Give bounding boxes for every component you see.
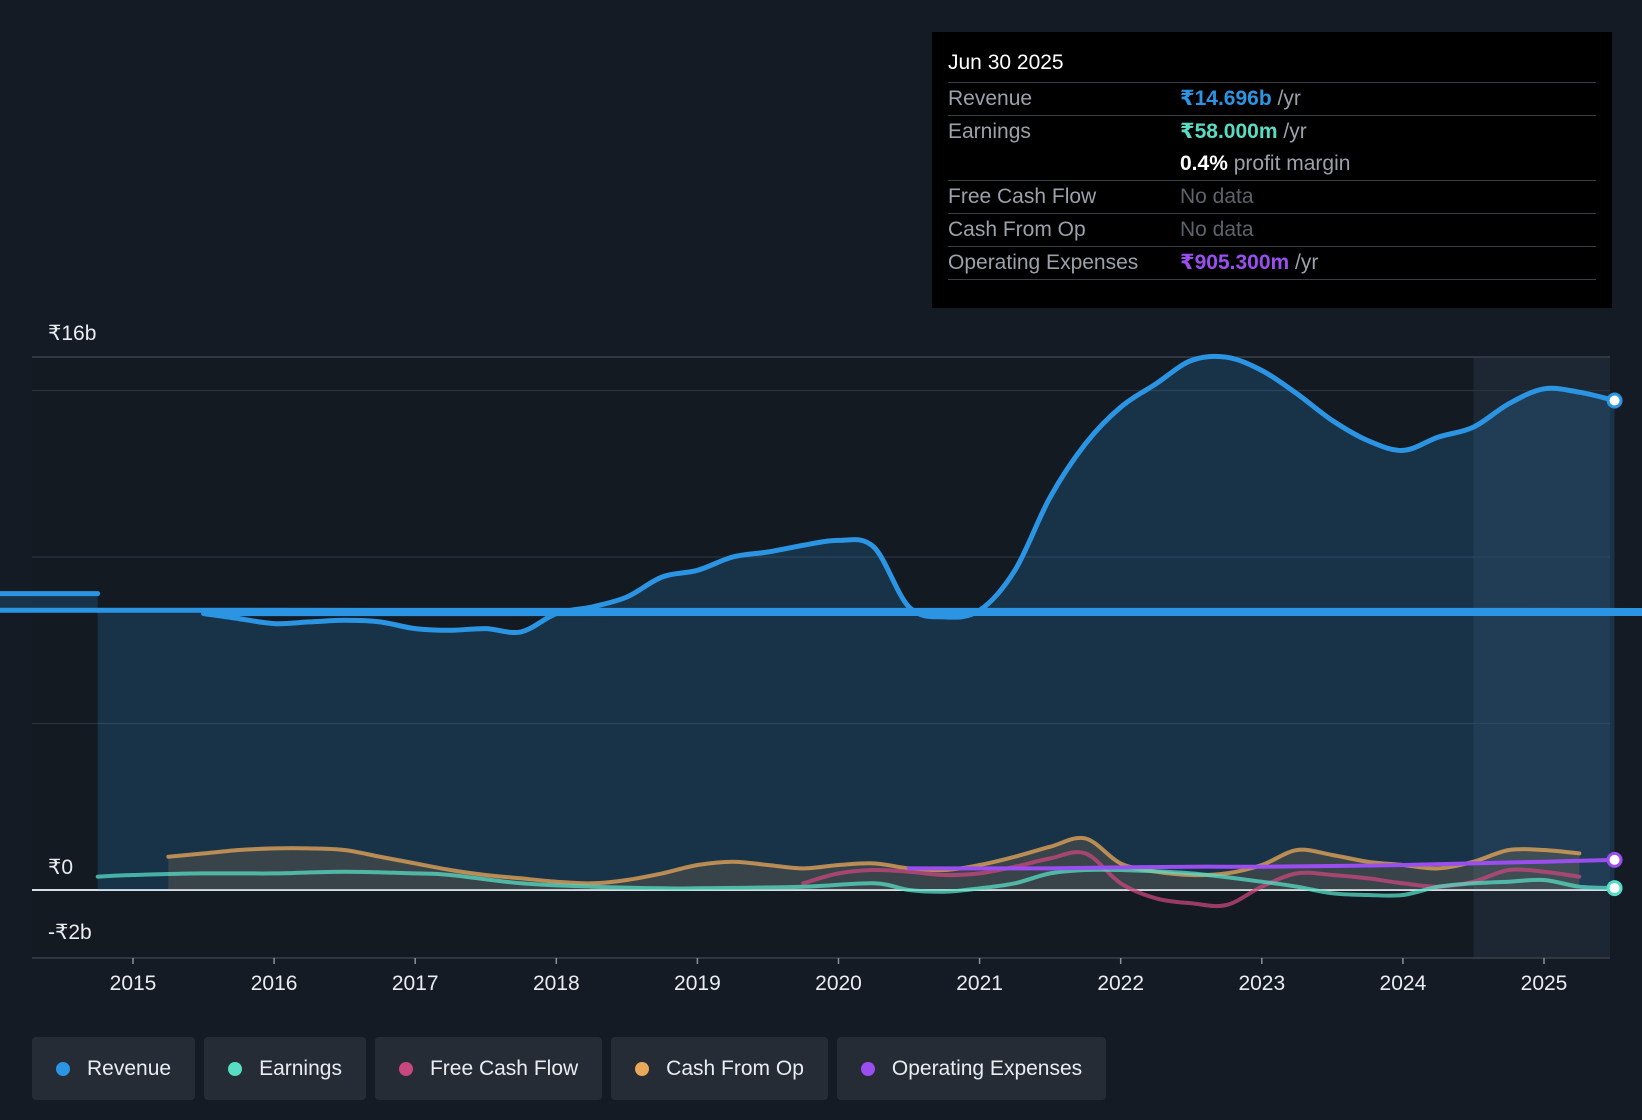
legend-label: Cash From Op <box>666 1056 804 1080</box>
legend-dot-icon <box>398 1061 413 1076</box>
legend-label: Revenue <box>87 1056 172 1080</box>
legend-item-operating-expenses[interactable]: Operating Expenses <box>836 1037 1107 1100</box>
tooltip-label: Earnings <box>948 120 1031 143</box>
cash-from-op-line <box>166 835 1582 886</box>
x-tick-label: 2018 <box>533 972 580 995</box>
x-tick-label: 2020 <box>815 972 862 995</box>
recent-period-shade <box>1473 357 1610 958</box>
tooltip-row-revenue: Revenue ₹14.696b /yr <box>948 83 1596 116</box>
y-tick-label: ₹16b <box>48 322 96 345</box>
x-tick-label: 2025 <box>1521 972 1568 995</box>
x-tick-label: 2021 <box>956 972 1003 995</box>
tooltip-label: Cash From Op <box>948 218 1086 241</box>
legend-item-free-cash-flow[interactable]: Free Cash Flow <box>374 1037 603 1100</box>
x-tick-label: 2023 <box>1238 972 1285 995</box>
tooltip-unit: /yr <box>1283 120 1307 143</box>
hover-tooltip: Jun 30 2025 Revenue ₹14.696b /yr Earning… <box>932 32 1612 308</box>
tooltip-label: Operating Expenses <box>948 251 1139 274</box>
legend-label: Operating Expenses <box>891 1056 1083 1080</box>
legend-item-earnings[interactable]: Earnings <box>204 1037 366 1100</box>
operating-expenses-line <box>907 857 1617 871</box>
operating-expenses-end-marker <box>1606 851 1623 868</box>
y-tick-label: ₹0 <box>48 856 73 879</box>
earnings-end-marker <box>1606 880 1623 897</box>
x-tick-label: 2024 <box>1380 972 1427 995</box>
legend: Revenue Earnings Free Cash Flow Cash Fro… <box>32 1037 1107 1100</box>
tooltip-row-opex: Operating Expenses ₹905.300m /yr <box>948 247 1596 280</box>
tooltip-date: Jun 30 2025 <box>948 46 1596 83</box>
legend-label: Free Cash Flow <box>429 1056 579 1080</box>
tooltip-row-cfo: Cash From Op No data <box>948 214 1596 247</box>
tooltip-row-fcf: Free Cash Flow No data <box>948 181 1596 214</box>
tooltip-value: 0.4% <box>1180 152 1228 175</box>
tooltip-row-margin: 0.4% profit margin <box>948 148 1596 181</box>
tooltip-label: Revenue <box>948 87 1033 110</box>
tooltip-value: No data <box>1180 185 1254 208</box>
tooltip-unit: /yr <box>1295 251 1319 274</box>
legend-dot-icon <box>860 1061 875 1076</box>
earnings-line <box>95 867 1617 898</box>
tooltip-unit: profit margin <box>1233 152 1351 175</box>
tooltip-value: ₹58.000m <box>1180 120 1278 143</box>
x-tick-label: 2016 <box>251 972 298 995</box>
y-tick-label: -₹2b <box>48 921 92 944</box>
legend-dot-icon <box>56 1061 70 1076</box>
legend-item-cash-from-op[interactable]: Cash From Op <box>611 1037 828 1100</box>
x-tick-label: 2022 <box>1097 972 1144 995</box>
legend-dot-icon <box>635 1061 650 1076</box>
x-tick-label: 2015 <box>110 972 157 995</box>
tooltip-unit: /yr <box>1277 87 1301 110</box>
legend-dot-icon <box>228 1061 243 1076</box>
revenue-end-marker <box>1606 392 1623 409</box>
x-tick-label: 2017 <box>392 972 439 995</box>
tooltip-label: Free Cash Flow <box>948 185 1097 208</box>
tooltip-value: No data <box>1180 218 1254 241</box>
x-tick-label: 2019 <box>674 972 721 995</box>
tooltip-value: ₹14.696b <box>1180 87 1272 110</box>
tooltip-row-earnings: Earnings ₹58.000m /yr <box>948 116 1596 148</box>
legend-label: Earnings <box>259 1056 342 1080</box>
tooltip-value: ₹905.300m <box>1180 251 1290 274</box>
legend-item-revenue[interactable]: Revenue <box>32 1037 196 1100</box>
